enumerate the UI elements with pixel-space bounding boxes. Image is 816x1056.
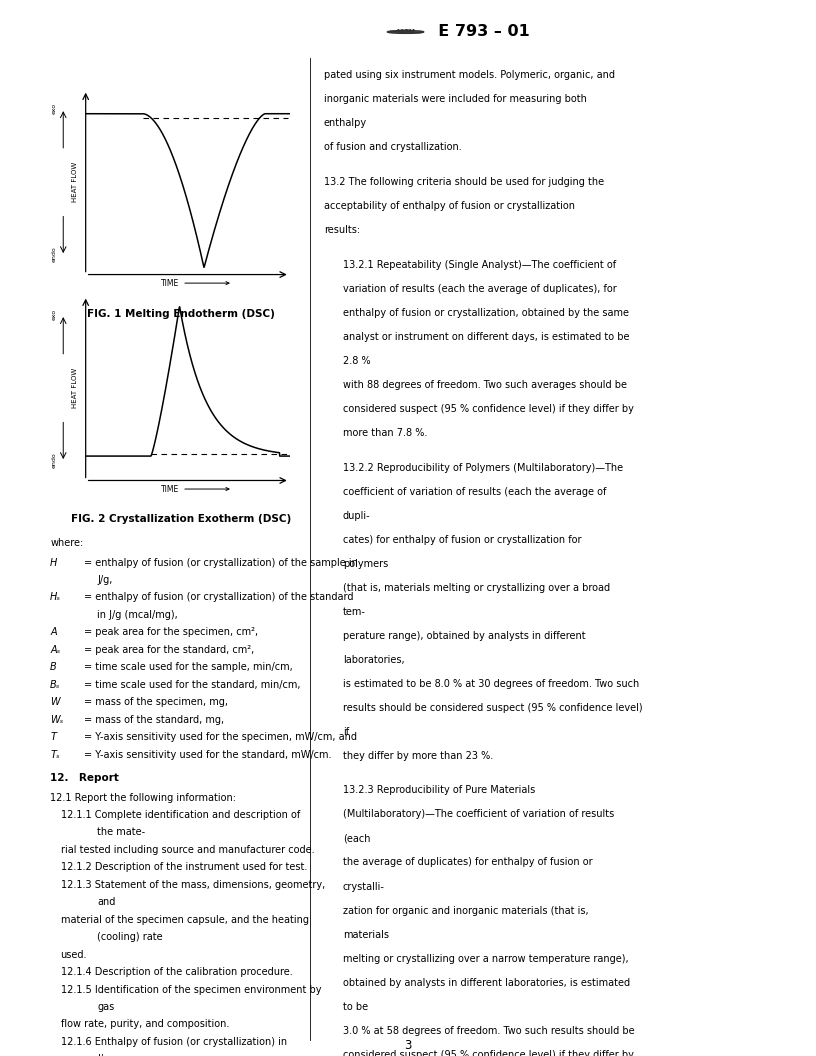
Text: Bₛ: Bₛ (50, 680, 60, 690)
Text: endo: endo (51, 452, 56, 468)
Text: cates) for enthalpy of fusion or crystallization for: cates) for enthalpy of fusion or crystal… (343, 534, 581, 545)
Text: (each: (each (343, 833, 370, 844)
Text: coefficient of variation of results (each the average of: coefficient of variation of results (eac… (343, 487, 606, 496)
Text: (Multilaboratory)⁣—The coefficient of variation of results: (Multilaboratory)⁣—The coefficient of va… (343, 810, 614, 819)
Text: FIG. 2 Crystallization Exotherm (DSC): FIG. 2 Crystallization Exotherm (DSC) (70, 514, 290, 525)
Text: of fusion and crystallization.: of fusion and crystallization. (324, 142, 462, 152)
Text: = enthalpy of fusion (or crystallization) of the sample in: = enthalpy of fusion (or crystallization… (84, 558, 358, 567)
Text: crystalli-: crystalli- (343, 882, 384, 891)
Text: enthalpy of fusion or crystallization, obtained by the same: enthalpy of fusion or crystallization, o… (343, 307, 629, 318)
Text: 3: 3 (404, 1039, 412, 1052)
Text: more than 7.8 %.: more than 7.8 %. (343, 428, 428, 438)
Text: Aₛ: Aₛ (50, 645, 60, 655)
Text: endo: endo (51, 246, 56, 262)
Text: dupli-: dupli- (343, 510, 370, 521)
Text: perature range), obtained by analysts in different: perature range), obtained by analysts in… (343, 630, 585, 641)
Text: 13.2.1 ⁣Repeatability (Single Analyst)⁣—The coefficient of: 13.2.1 ⁣Repeatability (Single Analyst)⁣—… (343, 260, 616, 269)
Text: the average of duplicates) for enthalpy of fusion or: the average of duplicates) for enthalpy … (343, 857, 592, 867)
Text: = enthalpy of fusion (or crystallization) of the standard: = enthalpy of fusion (or crystallization… (84, 592, 353, 602)
Text: ASTM: ASTM (396, 30, 415, 35)
Text: 12.1.1 Complete identification and description of: 12.1.1 Complete identification and descr… (60, 810, 299, 821)
Text: B: B (50, 662, 57, 673)
Text: flow rate, purity, and composition.: flow rate, purity, and composition. (60, 1019, 229, 1030)
Text: TIME: TIME (161, 485, 229, 493)
Text: J/g,: J/g, (97, 574, 113, 585)
Text: = mass of the standard, mg,: = mass of the standard, mg, (84, 715, 224, 724)
Text: = Y-axis sensitivity used for the specimen, mW/cm, and: = Y-axis sensitivity used for the specim… (84, 732, 357, 742)
Text: and: and (97, 898, 116, 907)
Text: laboratories,: laboratories, (343, 655, 405, 664)
Text: is estimated to be 8.0 % at 30 degrees of freedom. Two such: is estimated to be 8.0 % at 30 degrees o… (343, 679, 639, 689)
Text: 12. Report: 12. Report (50, 773, 119, 784)
Text: FIG. 1 Melting Endotherm (DSC): FIG. 1 Melting Endotherm (DSC) (86, 308, 275, 319)
Text: HEAT FLOW: HEAT FLOW (73, 367, 78, 409)
Text: zation for organic and inorganic materials (that is,: zation for organic and inorganic materia… (343, 905, 588, 916)
Text: = time scale used for the standard, min/cm,: = time scale used for the standard, min/… (84, 680, 300, 690)
Text: polymers: polymers (343, 559, 388, 568)
Text: considered suspect (95 % confidence level) if they differ by: considered suspect (95 % confidence leve… (343, 1050, 634, 1056)
Text: 12.1.6 Enthalpy of fusion (or crystallization) in: 12.1.6 Enthalpy of fusion (or crystalliz… (60, 1037, 286, 1046)
Text: melting or crystallizing over a narrow temperature range),: melting or crystallizing over a narrow t… (343, 954, 628, 963)
Text: 13.2.3 ⁣Reproducibility of Pure Materials: 13.2.3 ⁣Reproducibility of Pure Material… (343, 786, 535, 795)
Text: A: A (50, 627, 57, 638)
Text: 3.0 % at 58 degrees of freedom. Two such results should be: 3.0 % at 58 degrees of freedom. Two such… (343, 1025, 635, 1036)
Text: Wₛ: Wₛ (50, 715, 64, 724)
Text: used.: used. (60, 949, 87, 960)
Text: = peak area for the standard, cm²,: = peak area for the standard, cm², (84, 645, 255, 655)
Text: analyst or instrument on different days, is estimated to be: analyst or instrument on different days,… (343, 332, 629, 342)
Text: 2.8 %: 2.8 % (343, 356, 370, 365)
Text: J/g.: J/g. (97, 1054, 113, 1056)
Text: pated using six instrument models. Polymeric, organic, and: pated using six instrument models. Polym… (324, 70, 615, 80)
Text: materials: materials (343, 929, 388, 940)
Text: material of the specimen capsule, and the heating: material of the specimen capsule, and th… (60, 914, 308, 925)
Text: they differ by more than 23 %.: they differ by more than 23 %. (343, 751, 493, 760)
Text: in J/g (mcal/mg),: in J/g (mcal/mg), (97, 610, 178, 620)
Text: HEAT FLOW: HEAT FLOW (73, 162, 78, 203)
Text: rial tested including source and manufacturer code.: rial tested including source and manufac… (60, 845, 314, 855)
Text: 12.1.2 Description of the instrument used for test.: 12.1.2 Description of the instrument use… (60, 863, 307, 872)
Text: = mass of the specimen, mg,: = mass of the specimen, mg, (84, 697, 228, 708)
Text: acceptability of enthalpy of fusion or crystallization: acceptability of enthalpy of fusion or c… (324, 201, 575, 211)
Text: considered suspect (95 % confidence level) if they differ by: considered suspect (95 % confidence leve… (343, 403, 634, 414)
Text: with 88 degrees of freedom. Two such averages should be: with 88 degrees of freedom. Two such ave… (343, 380, 627, 390)
Text: = Y-axis sensitivity used for the standard, mW/cm.: = Y-axis sensitivity used for the standa… (84, 750, 331, 759)
Text: (cooling) rate: (cooling) rate (97, 932, 162, 942)
Text: exo: exo (51, 308, 56, 320)
Text: tem-: tem- (343, 606, 366, 617)
Text: 12.1 Report the following information:: 12.1 Report the following information: (50, 793, 236, 803)
Text: 13.2 The following criteria should be used for judging the: 13.2 The following criteria should be us… (324, 176, 604, 187)
Text: = peak area for the specimen, cm²,: = peak area for the specimen, cm², (84, 627, 258, 638)
Text: W: W (50, 697, 60, 708)
Text: variation of results (each the average of duplicates), for: variation of results (each the average o… (343, 284, 617, 294)
Text: = time scale used for the sample, min/cm,: = time scale used for the sample, min/cm… (84, 662, 293, 673)
Text: results:: results: (324, 225, 360, 234)
Text: where:: where: (50, 539, 83, 548)
Text: obtained by analysts in different laboratories, is estimated: obtained by analysts in different labora… (343, 978, 630, 987)
Text: 13.2.2 ⁣Reproducibility of Polymers (Multilaboratory)⁣—The: 13.2.2 ⁣Reproducibility of Polymers (Mul… (343, 463, 623, 472)
Text: Tₛ: Tₛ (50, 750, 60, 759)
Text: gas: gas (97, 1002, 114, 1012)
Text: TIME: TIME (161, 279, 229, 287)
Text: if: if (343, 727, 349, 737)
Text: 12.1.3 Statement of the mass, dimensions, geometry,: 12.1.3 Statement of the mass, dimensions… (60, 880, 325, 890)
Text: exo: exo (51, 102, 56, 114)
Text: E 793 – 01: E 793 – 01 (427, 24, 530, 39)
Text: T: T (50, 732, 56, 742)
Text: Hₛ: Hₛ (50, 592, 61, 602)
Text: results should be considered suspect (95 % confidence level): results should be considered suspect (95… (343, 702, 642, 713)
Text: 12.1.4 Description of the calibration procedure.: 12.1.4 Description of the calibration pr… (60, 967, 292, 977)
Text: the mate-: the mate- (97, 828, 145, 837)
Text: enthalpy: enthalpy (324, 118, 367, 128)
Text: 12.1.5 Identification of the specimen environment by: 12.1.5 Identification of the specimen en… (60, 984, 321, 995)
Text: to be: to be (343, 1001, 368, 1012)
Text: (that is, materials melting or crystallizing over a broad: (that is, materials melting or crystalli… (343, 583, 610, 592)
Text: H: H (50, 558, 57, 567)
Text: inorganic materials were included for measuring both: inorganic materials were included for me… (324, 94, 587, 103)
